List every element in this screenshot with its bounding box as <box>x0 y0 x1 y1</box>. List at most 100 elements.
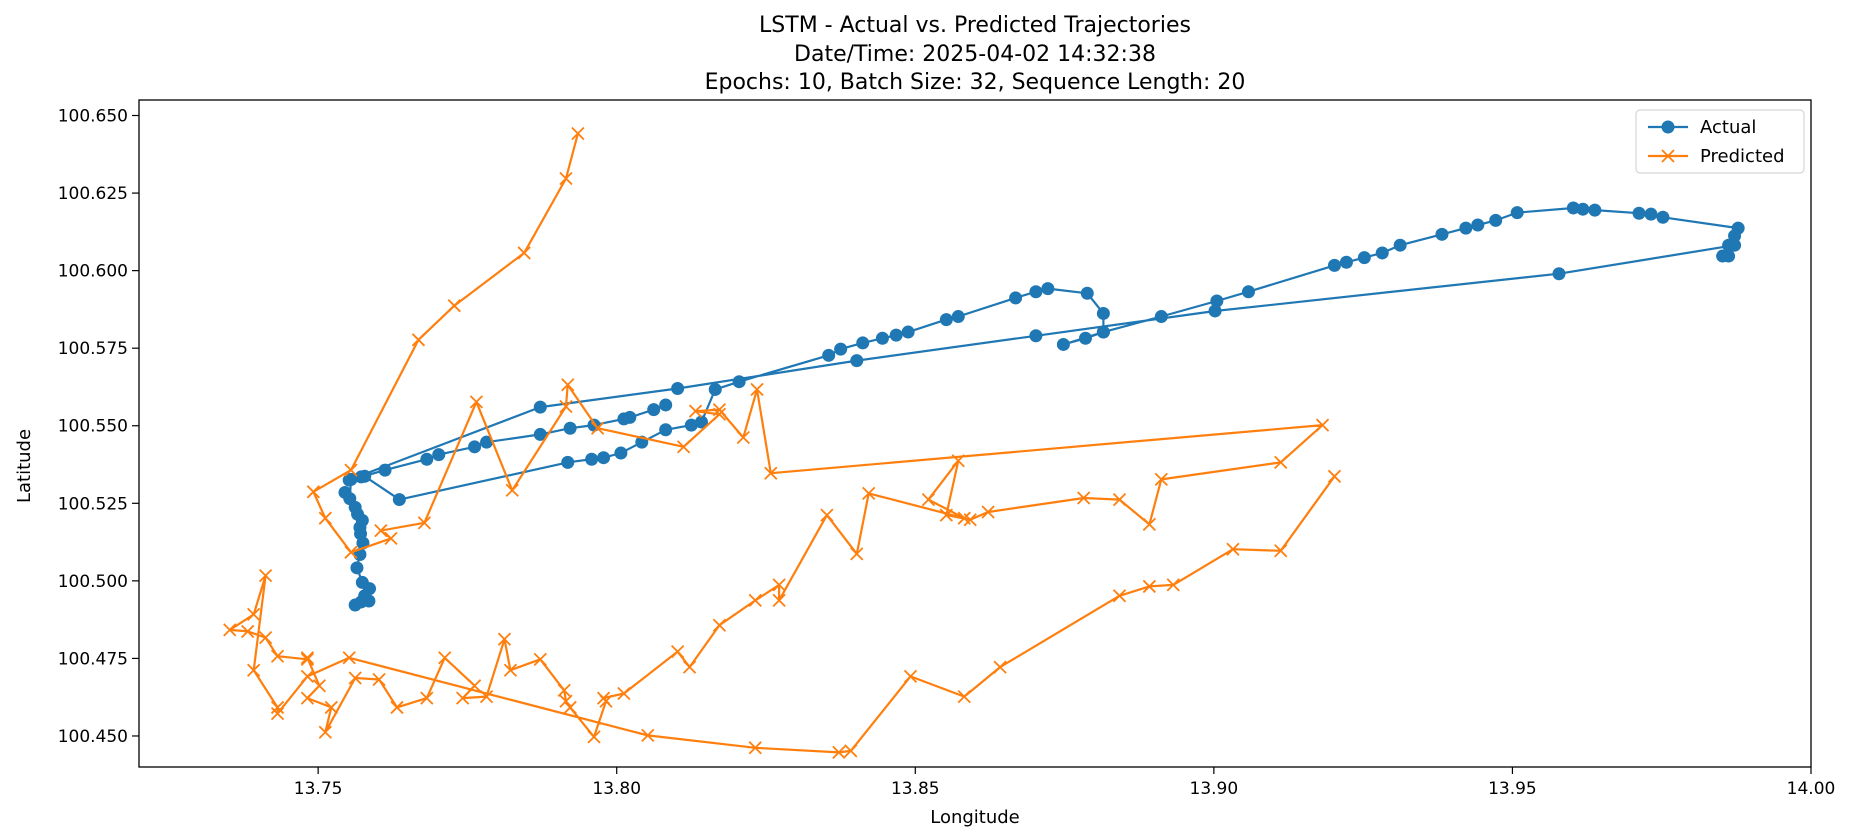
data-point-actual <box>708 382 722 396</box>
data-point-predicted <box>411 333 426 347</box>
legend-label-actual: Actual <box>1700 117 1756 138</box>
data-point-predicted <box>258 630 273 645</box>
data-point-actual <box>392 493 406 507</box>
data-point-actual <box>1096 306 1110 320</box>
data-point-predicted <box>587 730 601 744</box>
chart-title: LSTM - Actual vs. Predicted Trajectories… <box>705 13 1246 95</box>
data-point-actual <box>1096 325 1110 339</box>
legend-label-predicted: Predicted <box>1700 146 1785 167</box>
data-point-predicted <box>993 660 1007 674</box>
y-tick-label: 100.575 <box>58 339 128 359</box>
data-point-actual <box>695 415 709 429</box>
data-point-predicted <box>469 395 484 409</box>
series-actual <box>338 201 1745 612</box>
data-point-actual <box>1510 206 1524 220</box>
data-point-predicted <box>957 689 971 704</box>
data-point-actual <box>1208 304 1222 318</box>
data-point-actual <box>1210 294 1224 308</box>
data-point-predicted <box>1112 589 1127 603</box>
y-tick-label: 100.600 <box>58 262 128 282</box>
data-point-predicted <box>456 691 470 705</box>
data-point-actual <box>1327 258 1341 272</box>
data-point-actual <box>1029 329 1043 343</box>
data-point-actual <box>1041 282 1055 296</box>
data-point-actual <box>1375 246 1389 260</box>
x-tick-label: 14.00 <box>1787 779 1836 799</box>
data-point-predicted <box>676 440 691 454</box>
y-axis: 100.450 100.475 100.500 100.525 100.550 100.5… <box>58 107 139 747</box>
data-point-predicted <box>270 649 285 663</box>
data-point-predicted <box>467 679 482 693</box>
data-point-predicted <box>1077 491 1091 505</box>
data-point-actual <box>585 452 599 466</box>
data-point-predicted <box>688 404 703 418</box>
data-point-predicted <box>247 663 261 677</box>
data-point-predicted <box>1112 492 1127 507</box>
series-predicted <box>223 126 1342 760</box>
data-point-actual <box>939 313 953 327</box>
y-axis-label: Latitude <box>14 429 35 503</box>
data-point-actual <box>647 403 661 417</box>
data-point-actual <box>1056 337 1070 351</box>
data-point-predicted <box>1154 472 1168 487</box>
legend-marker-actual <box>1661 120 1675 134</box>
data-point-predicted <box>772 593 786 608</box>
data-point-actual <box>1339 255 1353 269</box>
data-point-predicted <box>712 402 727 417</box>
data-point-predicted <box>1274 544 1288 558</box>
data-point-predicted <box>420 691 434 705</box>
data-point-actual <box>834 342 848 356</box>
data-point-actual <box>354 470 368 484</box>
data-point-predicted <box>348 671 362 685</box>
data-point-predicted <box>438 651 452 665</box>
x-tick-label: 13.90 <box>1190 779 1239 799</box>
data-point-actual <box>343 492 357 506</box>
data-point-actual <box>671 382 685 396</box>
data-point-predicted <box>557 683 571 698</box>
data-point-predicted <box>561 378 575 392</box>
data-point-predicted <box>903 669 918 684</box>
y-tick-label: 100.450 <box>58 727 128 747</box>
data-point-predicted <box>318 511 332 525</box>
data-point-predicted <box>764 466 778 480</box>
data-point-actual <box>1459 221 1473 235</box>
data-point-actual <box>1656 210 1670 224</box>
data-point-predicted <box>1142 579 1157 594</box>
legend-marker-predicted <box>1661 149 1675 163</box>
data-point-predicted <box>921 492 936 507</box>
data-point-actual <box>533 427 547 441</box>
data-point-predicted <box>1142 517 1157 532</box>
y-tick-label: 100.625 <box>58 184 128 204</box>
data-point-actual <box>659 423 673 437</box>
y-tick-label: 100.525 <box>58 494 128 514</box>
data-point-actual <box>350 561 364 575</box>
data-point-actual <box>1154 310 1168 324</box>
data-point-actual <box>1489 213 1503 227</box>
data-point-actual <box>1566 201 1580 215</box>
data-point-predicted <box>300 652 315 666</box>
data-point-predicted <box>503 663 518 677</box>
data-point-actual <box>850 354 864 368</box>
data-point-actual <box>951 310 965 324</box>
data-point-predicted <box>417 516 432 530</box>
data-point-predicted <box>641 728 655 742</box>
data-point-predicted <box>318 725 332 739</box>
data-point-predicted <box>820 508 834 522</box>
x-axis: 13.75 13.80 13.85 13.90 13.95 14.00 <box>294 767 1836 799</box>
data-point-actual <box>1080 286 1094 300</box>
series-line-actual <box>343 206 1740 607</box>
data-point-predicted <box>590 421 605 435</box>
data-point-actual <box>732 375 746 389</box>
data-point-actual <box>1435 227 1449 241</box>
data-point-predicted <box>1315 418 1330 432</box>
data-point-predicted <box>559 399 573 414</box>
data-point-predicted <box>682 660 697 674</box>
data-point-predicted <box>599 694 613 708</box>
data-point-actual <box>1722 249 1736 263</box>
data-point-actual <box>597 451 611 465</box>
data-point-predicted <box>497 632 512 646</box>
data-point-predicted <box>258 568 273 583</box>
data-point-predicted <box>850 547 864 561</box>
data-point-actual <box>1357 251 1371 265</box>
data-point-actual <box>684 418 698 432</box>
